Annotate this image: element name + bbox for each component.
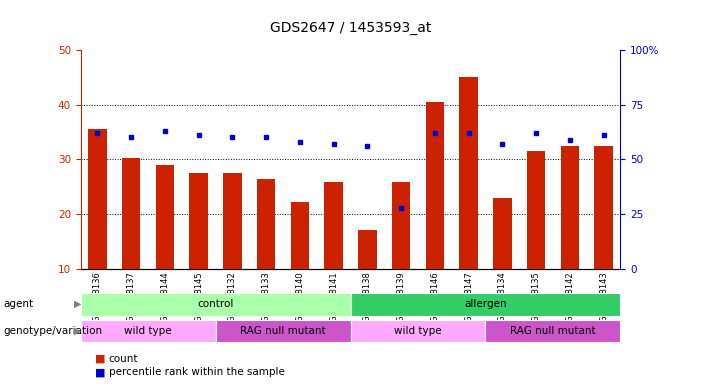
Bar [493,198,512,269]
Bar [257,179,275,269]
Text: RAG null mutant: RAG null mutant [510,326,596,336]
Text: control: control [198,299,233,309]
Bar [88,129,107,269]
Text: genotype/variation: genotype/variation [4,326,102,336]
Text: GDS2647 / 1453593_at: GDS2647 / 1453593_at [270,21,431,35]
Text: RAG null mutant: RAG null mutant [240,326,326,336]
Bar [350,293,620,316]
Bar [485,320,620,343]
Bar [81,320,216,343]
Bar [291,202,309,269]
Text: ■: ■ [95,367,105,377]
Bar [392,182,410,269]
Text: allergen: allergen [464,299,507,309]
Bar [526,151,545,269]
Text: wild type: wild type [394,326,442,336]
Bar [594,146,613,269]
Bar [189,173,208,269]
Text: agent: agent [4,299,34,309]
Text: ▶: ▶ [74,299,81,309]
Text: ▶: ▶ [74,326,81,336]
Text: count: count [109,354,138,364]
Text: ■: ■ [95,354,105,364]
Bar [459,77,478,269]
Bar [350,320,485,343]
Bar [223,173,242,269]
Bar [216,320,350,343]
Bar [325,182,343,269]
Bar [122,158,140,269]
Text: percentile rank within the sample: percentile rank within the sample [109,367,285,377]
Bar [81,293,350,316]
Bar [426,102,444,269]
Bar [156,165,175,269]
Text: wild type: wild type [124,326,172,336]
Bar [561,146,579,269]
Bar [358,230,376,269]
